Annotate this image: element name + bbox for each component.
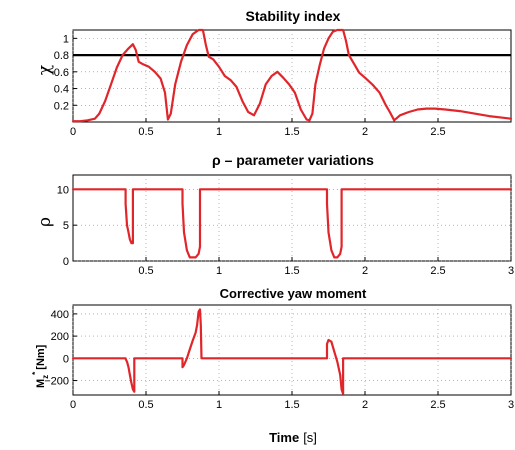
x-tick-label: 1.5 [284,265,299,277]
x-tick-label: 2.5 [430,399,445,411]
y-tick-label: 10 [57,184,69,196]
y-axis-label-yaw-moment: Mz* [Nm] [31,344,50,388]
x-tick-label: 1 [216,126,222,138]
x-axis-label-unit: [s] [303,430,317,445]
y-tick-label: 5 [63,220,69,232]
plot-area: 0 0.5 1 1.5 2 2.5 0.2 0.4 0.6 0.8 1 0.5 1 1.5 2 2.5 3 0 5 1… [44,28,514,411]
y-tick-label: 1 [63,33,69,45]
y-tick-label: 0.4 [54,84,69,96]
x-tick-label: 1 [216,399,222,411]
x-axis-label-text: Time [269,430,299,445]
plot-frame [72,29,512,123]
panel-title-corrective-yaw-moment: Corrective yaw moment [220,286,367,301]
x-tick-label: 3 [508,265,514,277]
y-axis-label-symbol: M [35,379,47,388]
panel-title-stability-index: Stability index [246,8,341,24]
y-axis-label-unit: [Nm] [35,344,47,369]
y-tick-label: −200 [44,376,69,388]
y-axis-label-subscript: z [41,375,50,379]
x-tick-label: 2.5 [430,265,445,277]
y-tick-label: 0.6 [54,67,69,79]
y-tick-label: 0 [63,353,69,365]
chart-1: 0 0.5 1 1.5 2 2.5 0.2 0.4 0.6 0.8 1 [54,28,513,138]
panel-title-rho-variations: ρ – parameter variations [212,152,374,168]
y-axis-label-superscript: * [31,371,40,375]
panel-corrective-yaw-moment: Corrective yaw moment Mz* [Nm] [31,286,367,388]
panel-rho-variations: ρ – parameter variations ρ [35,152,374,227]
x-tick-label: 0 [70,399,76,411]
x-tick-label: 2 [362,126,368,138]
x-tick-label: 2.5 [430,126,445,138]
y-tick-label: 200 [51,331,69,343]
y-axis-label-rho: ρ [35,217,55,227]
x-tick-label: 0.5 [138,265,153,277]
x-tick-label: 0.5 [138,399,153,411]
y-tick-label: 0.8 [54,50,69,62]
x-axis-label: Time [s] [269,430,317,445]
series-line [71,308,513,395]
series-line [71,28,513,123]
x-tick-label: 2 [362,265,368,277]
series-line [71,188,513,259]
y-axis-label-chi: χ [35,65,55,75]
x-tick-label: 1.5 [284,399,299,411]
x-tick-label: 2 [362,399,368,411]
y-tick-label: 0 [63,256,69,268]
x-tick-label: 0.5 [138,126,153,138]
x-tick-label: 1 [216,265,222,277]
y-tick-label: 400 [51,309,69,321]
panel-stability-index: Stability index χ [35,8,341,75]
svg-text:Mz*[Nm]: Mz* [Nm] [31,344,50,388]
x-tick-label: 3 [508,399,514,411]
x-tick-label: 0 [70,126,76,138]
x-tick-label: 1.5 [284,126,299,138]
chart-2: 0.5 1 1.5 2 2.5 3 0 5 10 [57,174,514,277]
y-tick-label: 0.2 [54,100,69,112]
